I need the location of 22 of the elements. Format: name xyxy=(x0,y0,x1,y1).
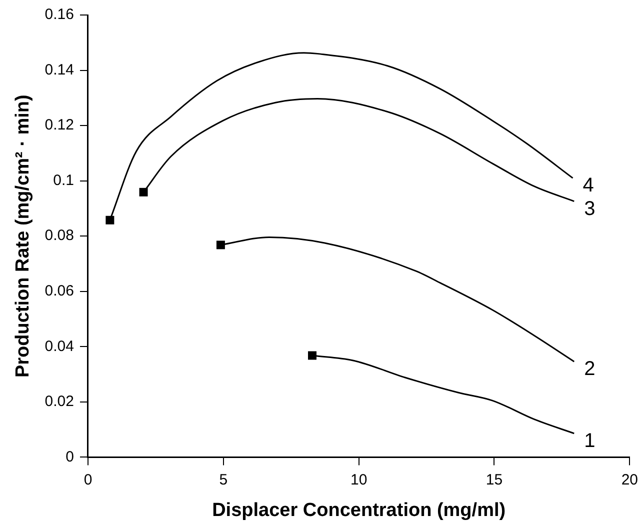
y-tick-label: 0.06 xyxy=(44,282,74,300)
series-label: 1 xyxy=(584,430,596,452)
y-tick-label: 0.1 xyxy=(53,172,74,189)
point xyxy=(106,216,114,224)
x-tick-label: 15 xyxy=(486,471,503,488)
y-tick-label: 0.04 xyxy=(44,338,74,355)
x-tick-label: 5 xyxy=(219,471,228,488)
y-tick-label: 0.12 xyxy=(44,116,74,134)
x-axis-title: Displacer Concentration (mg/ml) xyxy=(212,500,506,521)
y-tick-label: 0.14 xyxy=(44,61,74,78)
y-tick-label: 0.16 xyxy=(44,6,74,24)
y-axis-title: Production Rate (mg/cm² · min) xyxy=(12,94,34,378)
y-tick-label: 0.02 xyxy=(44,393,74,410)
series-label: 3 xyxy=(584,198,596,220)
series-label: 4 xyxy=(582,174,594,197)
point xyxy=(216,240,225,250)
y-tick-label: 0.08 xyxy=(44,227,74,244)
x-tick-label: 20 xyxy=(621,471,638,488)
x-tick-label: 0 xyxy=(84,471,92,488)
series-label: 2 xyxy=(584,358,596,380)
x-tick-label: 10 xyxy=(350,471,368,488)
y-tick-label: 0 xyxy=(66,448,74,466)
